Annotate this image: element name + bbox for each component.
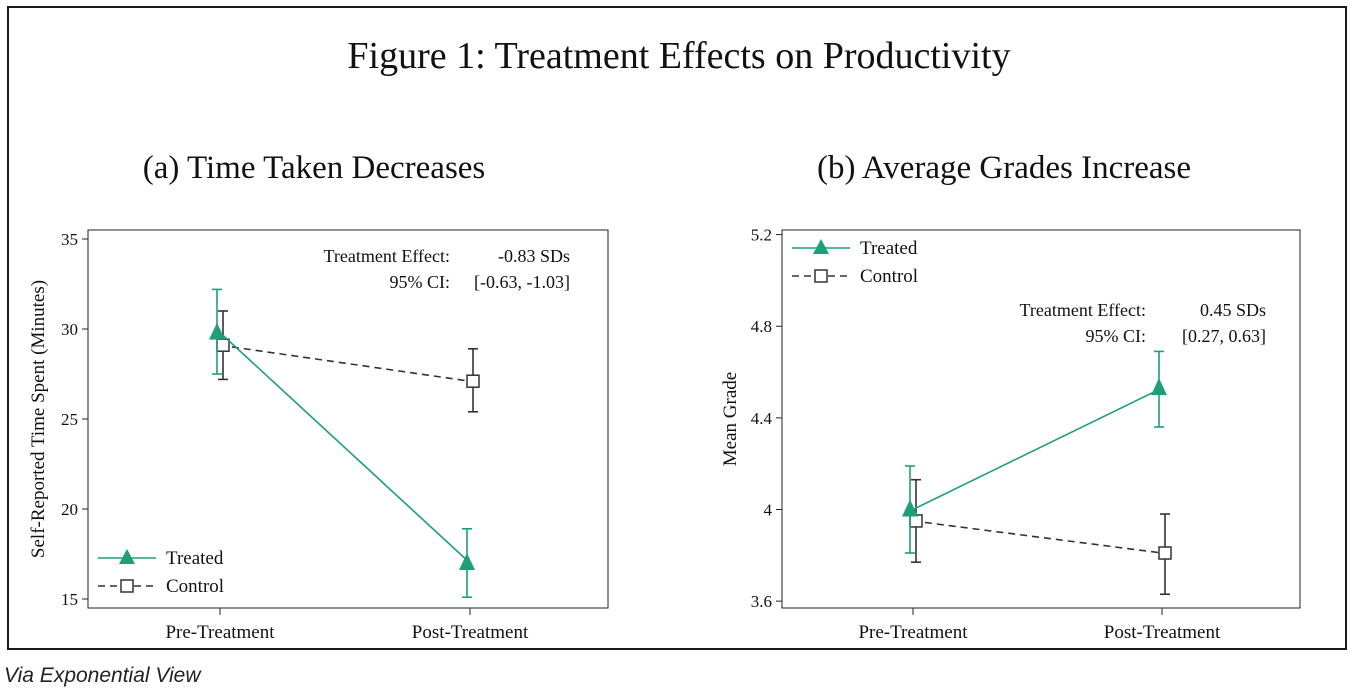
legend-control-label: Control bbox=[860, 266, 918, 287]
legend-treated-label: Treated bbox=[860, 238, 918, 259]
control-line bbox=[912, 520, 1163, 554]
treated-marker bbox=[209, 322, 225, 340]
legend-control-marker bbox=[814, 269, 828, 283]
treated-marker bbox=[902, 499, 918, 517]
treated-line bbox=[912, 387, 1163, 511]
y-tick-label: 30 bbox=[61, 320, 78, 339]
ci-value: [-0.63, -1.03] bbox=[474, 272, 570, 292]
x-tick-label: Pre-Treatment bbox=[165, 622, 275, 643]
control-line bbox=[219, 344, 471, 382]
y-axis-label: Self-Reported Time Spent (Minutes) bbox=[28, 280, 49, 558]
y-tick-label: 4.8 bbox=[751, 317, 772, 336]
y-tick-label: 4 bbox=[764, 500, 773, 519]
ci-label: 95% CI: bbox=[390, 272, 451, 292]
y-tick-label: 20 bbox=[61, 500, 78, 519]
ci-label: 95% CI: bbox=[1086, 326, 1147, 346]
control-marker bbox=[216, 338, 230, 352]
control-marker bbox=[909, 514, 923, 528]
plot-area bbox=[781, 229, 1301, 609]
legend-treated-marker bbox=[813, 239, 829, 254]
y-tick-label: 4.4 bbox=[751, 409, 773, 428]
y-tick-label: 25 bbox=[61, 410, 78, 429]
y-tick-label: 5.2 bbox=[751, 226, 772, 245]
legend-treated-label: Treated bbox=[166, 548, 224, 569]
source-caption: Via Exponential View bbox=[4, 664, 201, 687]
x-tick-label: Post-Treatment bbox=[412, 622, 529, 643]
legend-treated-marker bbox=[119, 549, 135, 564]
panel-a-chart: 15 20 25 30 35 Pre-Treatment Post-Treatment Sel… bbox=[28, 229, 609, 643]
x-tick-label: Pre-Treatment bbox=[858, 622, 968, 643]
panel-a-title: (a) Time Taken Decreases bbox=[142, 150, 486, 186]
y-tick-label: 35 bbox=[61, 230, 78, 249]
figure-frame bbox=[7, 6, 1347, 650]
figure-title: Figure 1: Treatment Effects on Productiv… bbox=[347, 35, 1011, 77]
treated-marker bbox=[1151, 378, 1167, 396]
legend-control-label: Control bbox=[166, 576, 224, 597]
x-tick-label: Post-Treatment bbox=[1104, 622, 1221, 643]
control-marker bbox=[1158, 546, 1172, 560]
panel-b-title: (b) Average Grades Increase bbox=[816, 150, 1192, 186]
treatment-effect-value: -0.83 SDs bbox=[498, 246, 570, 266]
treated-marker bbox=[459, 553, 475, 570]
control-marker bbox=[466, 374, 480, 388]
legend-control-marker bbox=[120, 579, 134, 593]
ci-value: [0.27, 0.63] bbox=[1182, 326, 1266, 346]
y-tick-label: 15 bbox=[61, 590, 78, 609]
y-axis-label: Mean Grade bbox=[720, 372, 741, 466]
treatment-effect-label: Treatment Effect: bbox=[1020, 300, 1146, 320]
treatment-effect-value: 0.45 SDs bbox=[1200, 300, 1266, 320]
y-tick-label: 3.6 bbox=[751, 592, 772, 611]
treated-line bbox=[219, 332, 471, 564]
panel-b-chart: 3.6 4 4.4 4.8 5.2 Pre-Treatment Post-Treatment… bbox=[720, 226, 1301, 643]
treatment-effect-label: Treatment Effect: bbox=[324, 246, 450, 266]
